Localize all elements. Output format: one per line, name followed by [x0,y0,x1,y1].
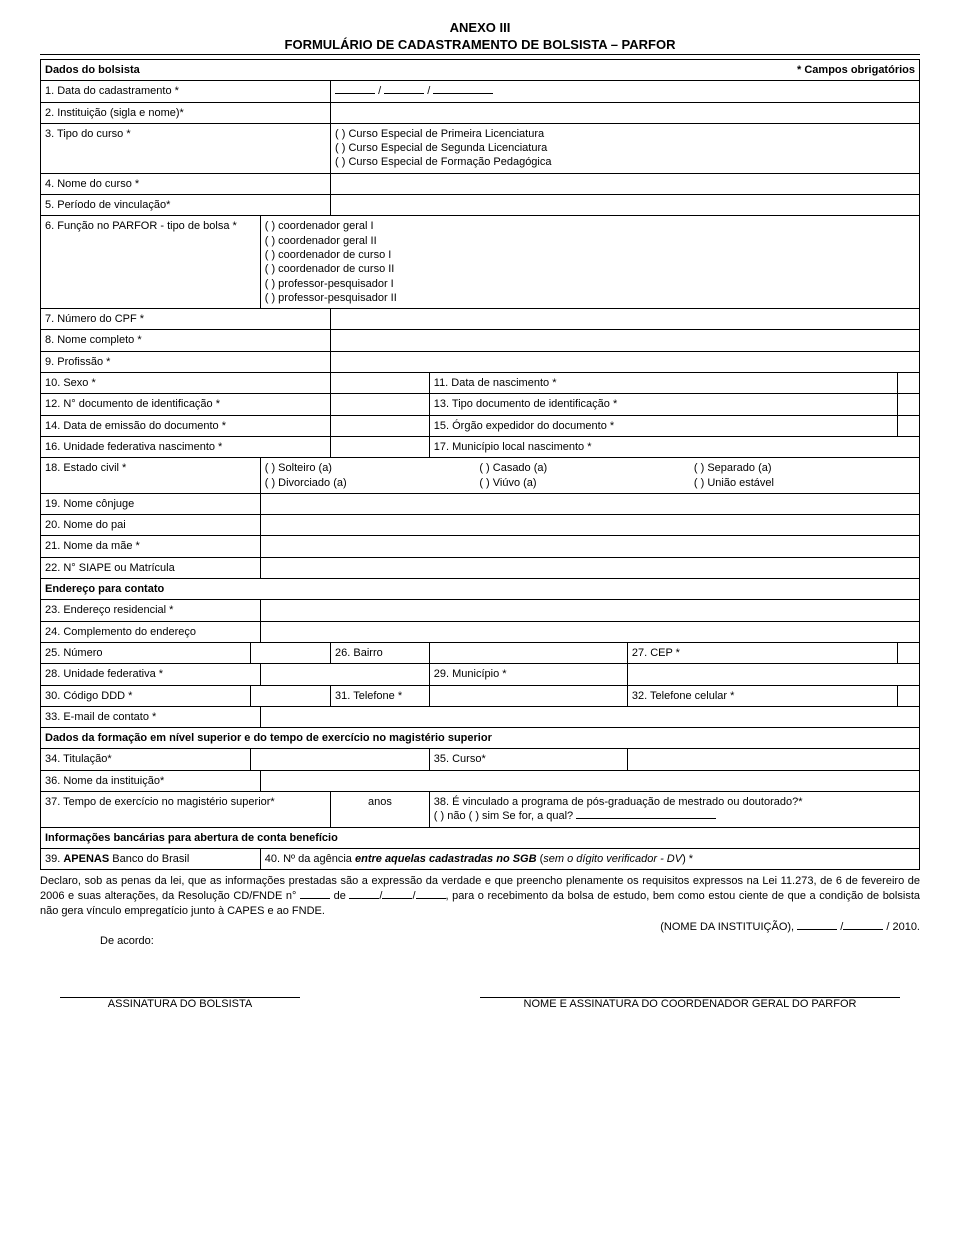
f26-value[interactable] [429,642,627,663]
campos-obrigatorios: * Campos obrigatórios [797,63,915,77]
f33-value[interactable] [260,706,919,727]
f29-label: 29. Município * [429,664,627,685]
f37-label: 37. Tempo de exercício no magistério sup… [41,791,331,827]
f34-value[interactable] [250,749,429,770]
f36-value[interactable] [260,770,919,791]
f27-value[interactable] [898,642,920,663]
f20-value[interactable] [260,515,919,536]
f13-label: 13. Tipo documento de identificação * [429,394,897,415]
f2-value[interactable] [331,102,920,123]
f28-value[interactable] [260,664,429,685]
anexo-label: ANEXO III [40,20,920,35]
f32-value[interactable] [898,685,920,706]
f19-label: 19. Nome cônjuge [41,493,261,514]
f35-value[interactable] [627,749,919,770]
f15-label: 15. Órgão expedidor do documento * [429,415,897,436]
f11-value[interactable] [898,373,920,394]
de-acordo: De acordo: [100,935,920,947]
f14-label: 14. Data de emissão do documento * [41,415,331,436]
f12-value[interactable] [331,394,430,415]
f9-label: 9. Profissão * [41,351,331,372]
f8-value[interactable] [331,330,920,351]
form-table: Dados do bolsista * Campos obrigatórios … [40,59,920,870]
f4-value[interactable] [331,173,920,194]
f37-value[interactable]: anos [331,791,430,827]
f5-label: 5. Período de vinculação* [41,195,331,216]
f21-label: 21. Nome da mãe * [41,536,261,557]
f24-value[interactable] [260,621,919,642]
declaration-paragraph: Declaro, sob as penas da lei, que as inf… [40,874,920,919]
f31-value[interactable] [429,685,627,706]
f14-value[interactable] [331,415,430,436]
f23-label: 23. Endereço residencial * [41,600,261,621]
sig-label-left: ASSINATURA DO BOLSISTA [60,998,300,1010]
section-banco-heading: Informações bancárias para abertura de c… [41,827,920,848]
f40-label: 40. Nº da agência entre aquelas cadastra… [260,848,919,869]
f27-label: 27. CEP * [627,642,897,663]
f36-label: 36. Nome da instituição* [41,770,261,791]
f30-label: 30. Código DDD * [41,685,251,706]
f10-value[interactable] [331,373,430,394]
f18-label: 18. Estado civil * [41,458,261,494]
f23-value[interactable] [260,600,919,621]
f29-value[interactable] [627,664,919,685]
f5-value[interactable] [331,195,920,216]
f28-label: 28. Unidade federativa * [41,664,261,685]
f1-value[interactable]: / / [331,81,920,102]
f33-label: 33. E-mail de contato * [41,706,261,727]
f17-label: 17. Município local nascimento * [429,436,919,457]
f6-options[interactable]: ( ) coordenador geral I ( ) coordenador … [260,216,919,309]
f3-options[interactable]: ( ) Curso Especial de Primeira Licenciat… [331,123,920,173]
f35-label: 35. Curso* [429,749,627,770]
f34-label: 34. Titulação* [41,749,251,770]
f2-label: 2. Instituição (sigla e nome)* [41,102,331,123]
f25-value[interactable] [250,642,330,663]
f20-label: 20. Nome do pai [41,515,261,536]
f38-cell[interactable]: 38. É vinculado a programa de pós-gradua… [429,791,919,827]
f16-label: 16. Unidade federativa nascimento * [41,436,331,457]
f30-value[interactable] [250,685,330,706]
f32-label: 32. Telefone celular * [627,685,897,706]
f22-label: 22. N° SIAPE ou Matrícula [41,557,261,578]
f25-label: 25. Número [41,642,251,663]
f24-label: 24. Complemento do endereço [41,621,261,642]
section-dados-heading: Dados do bolsista [45,63,140,77]
f15-value[interactable] [898,415,920,436]
f7-label: 7. Número do CPF * [41,309,331,330]
f19-value[interactable] [260,493,919,514]
sig-label-right: NOME E ASSINATURA DO COORDENADOR GERAL D… [480,998,900,1010]
title-divider [40,54,920,55]
f8-label: 8. Nome completo * [41,330,331,351]
f9-value[interactable] [331,351,920,372]
f7-value[interactable] [331,309,920,330]
section-endereco-heading: Endereço para contato [41,579,920,600]
f21-value[interactable] [260,536,919,557]
f39-label: 39. APENAS Banco do Brasil [41,848,261,869]
f6-label: 6. Função no PARFOR - tipo de bolsa * [41,216,261,309]
declaration-inst-line: (NOME DA INSTITUIÇÃO), / / 2010. [40,921,920,933]
form-title: FORMULÁRIO DE CADASTRAMENTO DE BOLSISTA … [40,37,920,52]
f13-value[interactable] [898,394,920,415]
f22-value[interactable] [260,557,919,578]
f4-label: 4. Nome do curso * [41,173,331,194]
f38-label: 38. É vinculado a programa de pós-gradua… [434,795,915,809]
f10-label: 10. Sexo * [41,373,331,394]
f3-label: 3. Tipo do curso * [41,123,331,173]
f12-label: 12. N° documento de identificação * [41,394,331,415]
f31-label: 31. Telefone * [331,685,430,706]
f18-options[interactable]: ( ) Solteiro (a) ( ) Divorciado (a) ( ) … [260,458,919,494]
section-formacao-heading: Dados da formação em nível superior e do… [41,728,920,749]
f1-label: 1. Data do cadastramento * [41,81,331,102]
f26-label: 26. Bairro [331,642,430,663]
f11-label: 11. Data de nascimento * [429,373,897,394]
f16-value[interactable] [331,436,430,457]
